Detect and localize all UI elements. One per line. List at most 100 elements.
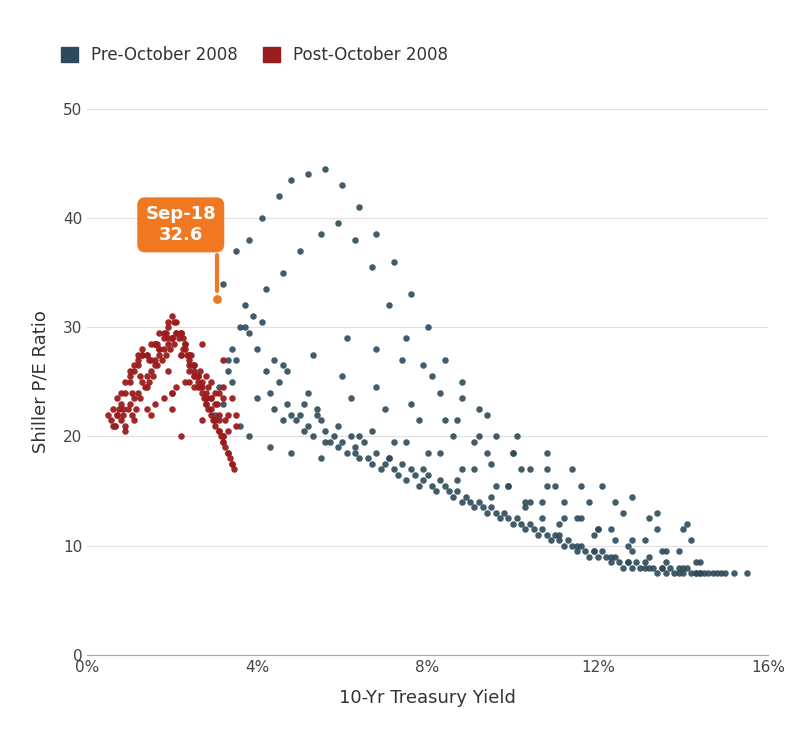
Point bbox=[208, 398, 221, 410]
Point bbox=[570, 512, 583, 524]
Point bbox=[574, 512, 587, 524]
Point bbox=[159, 327, 172, 338]
Point bbox=[514, 518, 527, 530]
Point bbox=[566, 540, 578, 552]
Point bbox=[200, 387, 213, 399]
Point bbox=[178, 338, 191, 349]
Point bbox=[185, 359, 198, 371]
Point bbox=[277, 414, 290, 426]
Point bbox=[183, 365, 196, 377]
Point bbox=[181, 348, 194, 360]
Point bbox=[149, 338, 162, 349]
Point bbox=[451, 475, 464, 486]
Point bbox=[681, 562, 694, 574]
Point bbox=[285, 174, 298, 186]
Point bbox=[574, 540, 587, 552]
Point bbox=[685, 567, 698, 579]
Point bbox=[587, 545, 600, 557]
Point bbox=[646, 562, 659, 574]
Point bbox=[302, 387, 315, 399]
Point bbox=[234, 321, 246, 333]
Point bbox=[204, 376, 217, 388]
Point bbox=[477, 502, 490, 513]
Point bbox=[223, 453, 236, 464]
Point bbox=[451, 486, 464, 497]
Point bbox=[472, 496, 485, 508]
Point bbox=[455, 496, 468, 508]
Point bbox=[234, 420, 246, 432]
Point bbox=[617, 507, 630, 519]
Point bbox=[155, 354, 168, 366]
Point bbox=[451, 414, 464, 426]
Point bbox=[378, 458, 391, 469]
Point bbox=[651, 523, 664, 535]
Point bbox=[621, 556, 634, 568]
Point bbox=[219, 442, 232, 453]
Point bbox=[391, 469, 404, 480]
Point bbox=[191, 370, 204, 382]
Point bbox=[430, 486, 442, 497]
Point bbox=[123, 398, 136, 410]
Point bbox=[502, 480, 515, 491]
Point bbox=[523, 496, 536, 508]
Point bbox=[230, 420, 242, 432]
Point bbox=[664, 562, 677, 574]
Point bbox=[719, 567, 732, 579]
Point bbox=[158, 332, 170, 344]
Point bbox=[196, 414, 209, 426]
Point bbox=[170, 316, 183, 327]
Point bbox=[404, 464, 417, 475]
Point bbox=[104, 414, 117, 426]
Point bbox=[119, 425, 132, 437]
Point bbox=[119, 420, 132, 432]
Point bbox=[562, 534, 574, 546]
Point bbox=[370, 229, 383, 241]
Point bbox=[210, 293, 223, 305]
Point bbox=[217, 436, 230, 448]
Point bbox=[208, 414, 221, 426]
Point bbox=[132, 348, 145, 360]
Point bbox=[332, 420, 345, 432]
Point bbox=[242, 431, 255, 443]
Point bbox=[383, 453, 396, 464]
Point bbox=[553, 529, 566, 541]
Point bbox=[553, 518, 566, 530]
Point bbox=[162, 321, 174, 333]
Point bbox=[349, 234, 362, 246]
Point bbox=[404, 289, 417, 300]
Point bbox=[498, 507, 510, 519]
Point bbox=[366, 425, 378, 437]
Point bbox=[183, 359, 196, 371]
Point bbox=[672, 567, 685, 579]
Point bbox=[221, 447, 234, 459]
Point bbox=[591, 523, 604, 535]
Point bbox=[191, 376, 204, 388]
Point bbox=[106, 403, 119, 415]
Point bbox=[127, 414, 140, 426]
Point bbox=[132, 387, 145, 399]
Point bbox=[200, 392, 213, 404]
Point bbox=[166, 332, 178, 344]
Point bbox=[102, 409, 115, 421]
Point bbox=[626, 545, 638, 557]
Point bbox=[426, 480, 438, 491]
Point bbox=[142, 354, 155, 366]
Point bbox=[227, 464, 240, 475]
Point bbox=[558, 496, 570, 508]
Point bbox=[468, 436, 481, 448]
Point bbox=[117, 409, 130, 421]
Point bbox=[251, 343, 264, 355]
Text: Sep-18
32.6: Sep-18 32.6 bbox=[146, 206, 217, 291]
Point bbox=[110, 392, 123, 404]
Point bbox=[681, 518, 694, 530]
Point bbox=[413, 480, 426, 491]
Point bbox=[694, 567, 706, 579]
Point bbox=[323, 436, 336, 448]
Point bbox=[174, 327, 187, 338]
Point bbox=[502, 480, 515, 491]
Point bbox=[570, 540, 583, 552]
Point bbox=[140, 403, 153, 415]
Point bbox=[145, 354, 158, 366]
Point bbox=[558, 540, 570, 552]
Point bbox=[217, 398, 230, 410]
